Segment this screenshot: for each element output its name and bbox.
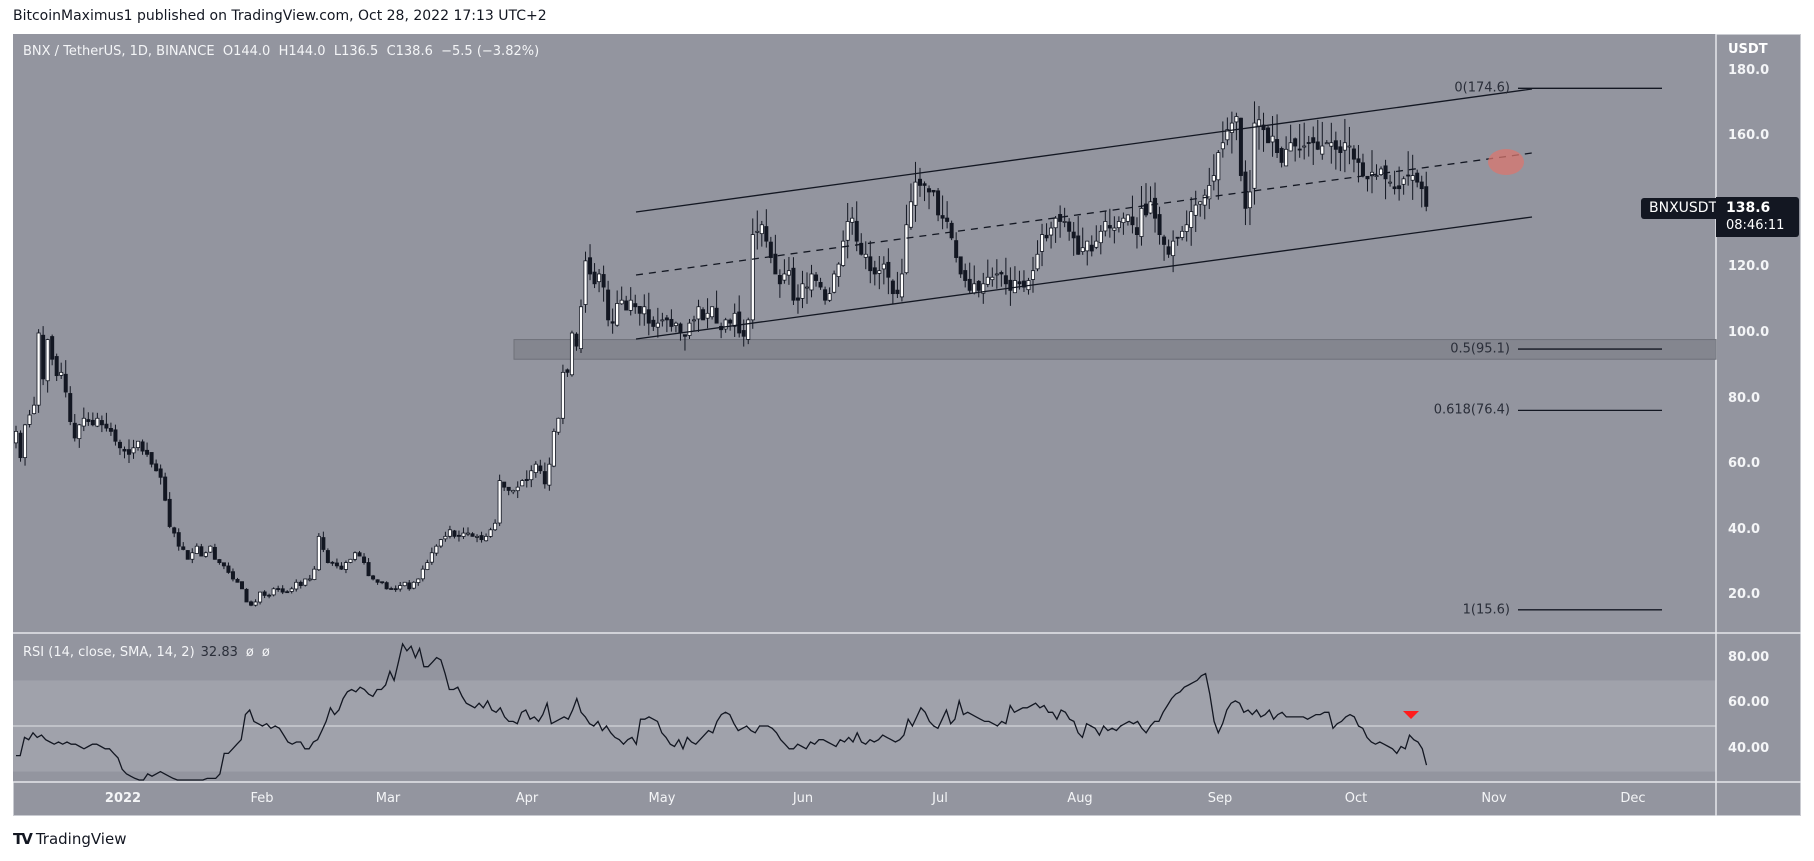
price-tick: 40.0 <box>1728 521 1761 537</box>
rsi-bearish-divergence-icon <box>1403 711 1419 719</box>
open-value: 144.0 <box>233 44 271 59</box>
time-tick: Aug <box>1067 791 1093 806</box>
time-tick: Feb <box>250 791 274 806</box>
support-zone[interactable] <box>513 339 1717 360</box>
rsi-label[interactable]: RSI (14, close, SMA, 14, 2) <box>23 645 195 660</box>
rsi-tick: 80.00 <box>1728 649 1770 665</box>
change-value: −5.5 (−3.82%) <box>441 44 540 59</box>
tradingview-logo-icon: TV <box>13 830 33 848</box>
time-tick: Nov <box>1481 791 1507 806</box>
time-tick: Jul <box>932 791 948 806</box>
rsi-tick: 60.00 <box>1728 695 1770 711</box>
price-tick: 160.0 <box>1728 128 1770 144</box>
rsi-na-2: ø <box>261 645 270 660</box>
price-tick: 180.0 <box>1728 62 1770 78</box>
price-tick: 20.0 <box>1728 587 1761 603</box>
time-tick: 2022 <box>104 791 142 806</box>
candles <box>13 101 1429 607</box>
low-label: L <box>333 44 342 59</box>
low-value: 136.5 <box>341 44 379 59</box>
retest-highlight-ellipse[interactable] <box>1488 149 1524 175</box>
price-tick: 60.0 <box>1728 456 1761 472</box>
price-axis-unit: USDT <box>1728 42 1768 57</box>
rsi-value: 32.83 <box>200 645 238 660</box>
last-price: 138.6 <box>1726 200 1771 216</box>
time-tick: Dec <box>1620 791 1646 806</box>
price-tick: 120.0 <box>1728 259 1770 275</box>
price-pane[interactable] <box>13 34 1716 633</box>
symbol-name[interactable]: BNX / TetherUS, 1D, BINANCE <box>23 44 215 59</box>
high-label: H <box>278 44 289 59</box>
close-value: 138.6 <box>395 44 433 59</box>
time-tick: Sep <box>1207 791 1233 806</box>
time-tick: Jun <box>792 791 814 806</box>
fib-label-3: 1(15.6) <box>1462 602 1510 618</box>
rsi-tick: 40.00 <box>1728 740 1770 756</box>
time-tick: May <box>648 791 676 806</box>
time-tick: Oct <box>1344 791 1368 806</box>
rsi-legend: RSI (14, close, SMA, 14, 2) 32.83 ø ø <box>23 645 270 660</box>
rsi-na-1: ø <box>245 645 254 660</box>
tradingview-logo[interactable]: TV TradingView <box>13 830 126 848</box>
fib-label-0: 0(174.6) <box>1454 80 1510 96</box>
publisher-line: BitcoinMaximus1 published on TradingView… <box>13 8 547 24</box>
time-tick: Apr <box>515 791 539 806</box>
rsi-line <box>16 642 1428 781</box>
symbol-legend: BNX / TetherUS, 1D, BINANCE O144.0 H144.… <box>23 44 539 59</box>
channel-lower-line[interactable] <box>635 216 1533 340</box>
bar-countdown: 08:46:11 <box>1726 218 1785 233</box>
time-tick: Mar <box>375 791 401 806</box>
last-price-tag: 138.6 08:46:11 <box>1716 197 1799 237</box>
close-label: C <box>386 44 396 59</box>
open-label: O <box>222 44 234 59</box>
price-tick: 80.0 <box>1728 390 1761 406</box>
price-tick: 100.0 <box>1728 325 1770 340</box>
fib-label-1: 0.5(95.1) <box>1450 341 1510 357</box>
symbol-price-tag: BNXUSDT <box>1641 198 1726 219</box>
high-value: 144.0 <box>288 44 326 59</box>
tradingview-brand: TradingView <box>35 830 127 848</box>
channel-upper-line[interactable] <box>635 88 1533 213</box>
fib-label-2: 0.618(76.4) <box>1433 402 1510 418</box>
